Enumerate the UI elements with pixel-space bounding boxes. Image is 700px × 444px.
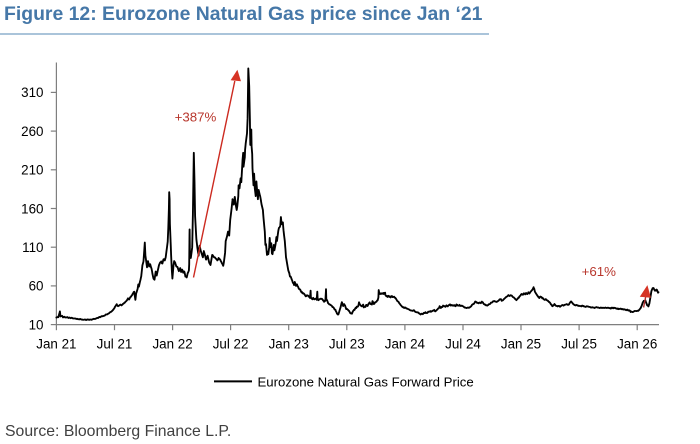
svg-text:Jan 26: Jan 26 xyxy=(617,336,657,351)
svg-text:60: 60 xyxy=(29,279,44,294)
svg-text:Jul 23: Jul 23 xyxy=(329,336,365,351)
svg-text:+387%: +387% xyxy=(175,110,217,125)
svg-text:210: 210 xyxy=(21,163,43,178)
svg-text:Jan 25: Jan 25 xyxy=(501,336,541,351)
svg-text:Jul 21: Jul 21 xyxy=(97,336,133,351)
svg-text:260: 260 xyxy=(21,124,43,139)
svg-text:Eurozone Natural Gas Forward P: Eurozone Natural Gas Forward Price xyxy=(258,374,474,389)
svg-text:160: 160 xyxy=(21,201,43,216)
svg-text:310: 310 xyxy=(21,85,43,100)
svg-text:Jan 22: Jan 22 xyxy=(152,336,192,351)
svg-text:110: 110 xyxy=(22,240,43,255)
svg-text:Jul 24: Jul 24 xyxy=(445,336,481,351)
svg-text:Jan 24: Jan 24 xyxy=(385,336,426,351)
svg-text:Jul 25: Jul 25 xyxy=(561,336,597,351)
svg-text:10: 10 xyxy=(29,317,44,332)
svg-text:Jan 23: Jan 23 xyxy=(269,336,309,351)
svg-text:+61%: +61% xyxy=(582,264,617,279)
svg-text:Jul 22: Jul 22 xyxy=(213,336,249,351)
svg-text:Jan 21: Jan 21 xyxy=(36,336,76,351)
